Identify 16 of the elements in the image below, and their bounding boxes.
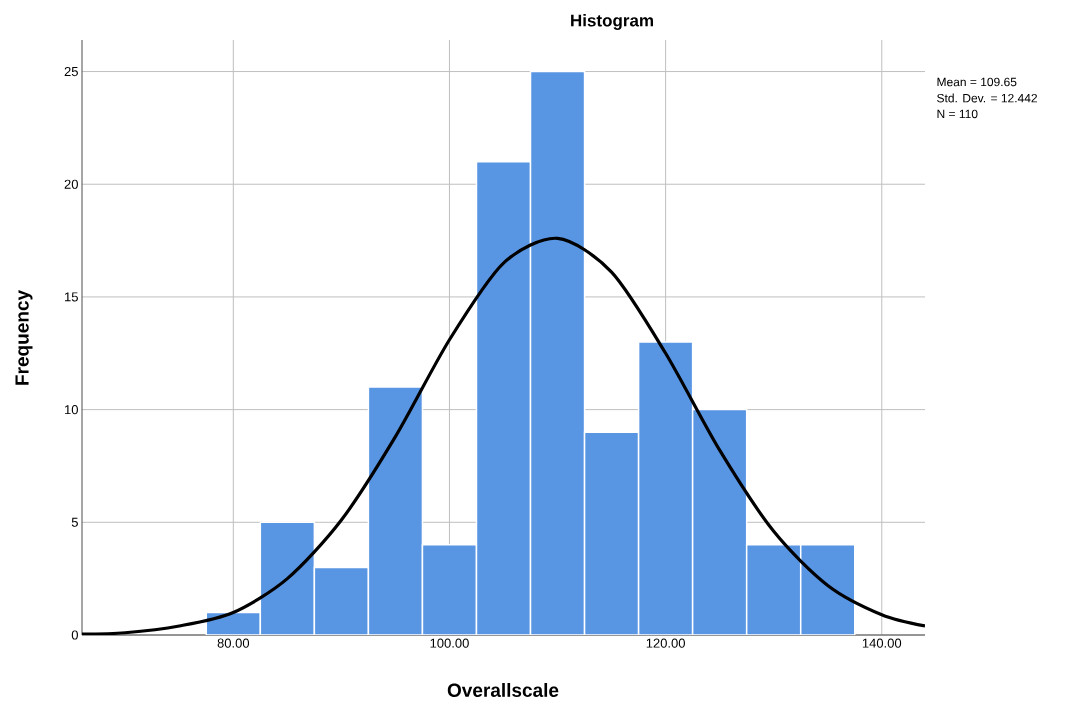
y-tick-label: 5 (71, 517, 78, 527)
y-axis-title: Frequency (15, 290, 33, 385)
y-tick-label: 10 (65, 405, 78, 415)
y-tick-label: 20 (64, 179, 78, 189)
text: Mean = 109.65 (937, 77, 1017, 87)
y-tick-label: 0 (71, 630, 78, 640)
x-tick-label: 120.00 (646, 638, 685, 648)
chart-title: Histogram (571, 14, 653, 30)
y-tick-label: 25 (64, 66, 78, 77)
text: N = 110 (937, 109, 978, 119)
x-tick-label: 140.00 (862, 638, 902, 648)
x-tick-label: 100.00 (430, 638, 469, 648)
text: Std. Dev. = 12.442 (937, 93, 1037, 103)
x-tick-label: 80.00 (217, 638, 250, 648)
x-axis-title: Overallscale (447, 683, 559, 697)
y-tick-label: 15 (65, 292, 78, 302)
